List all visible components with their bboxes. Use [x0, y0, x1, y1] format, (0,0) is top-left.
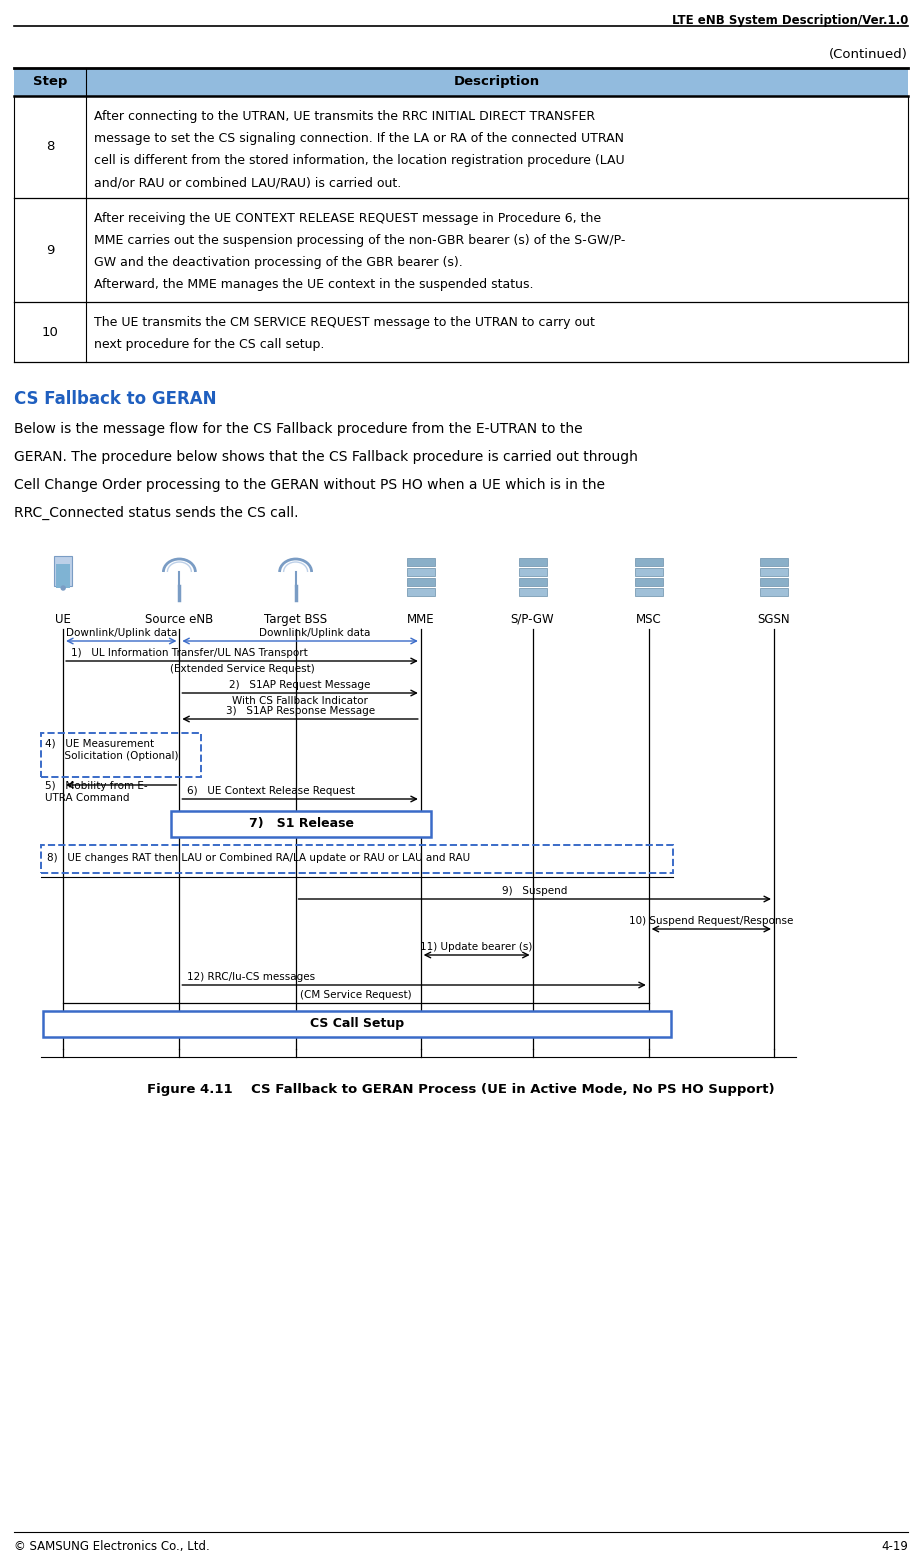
Bar	[518, 588, 547, 596]
Text: 7)   S1 Release: 7) S1 Release	[249, 817, 353, 830]
Text: 1)   UL Information Transfer/UL NAS Transport: 1) UL Information Transfer/UL NAS Transp…	[71, 648, 308, 658]
Text: GERAN. The procedure below shows that the CS Fallback procedure is carried out t: GERAN. The procedure below shows that th…	[14, 450, 638, 464]
Text: RRC_Connected status sends the CS call.: RRC_Connected status sends the CS call.	[14, 506, 299, 520]
Text: cell is different from the stored information, the location registration procedu: cell is different from the stored inform…	[94, 154, 624, 168]
Text: After receiving the UE CONTEXT RELEASE REQUEST message in Procedure 6, the: After receiving the UE CONTEXT RELEASE R…	[94, 212, 601, 225]
Bar	[171, 811, 431, 838]
Text: S/P-GW: S/P-GW	[511, 613, 554, 627]
Bar	[407, 558, 435, 566]
Text: Downlink/Uplink data: Downlink/Uplink data	[65, 628, 177, 637]
Text: (Extended Service Request): (Extended Service Request)	[170, 664, 314, 675]
Bar	[760, 558, 788, 566]
Bar	[43, 1011, 670, 1038]
Bar	[14, 68, 86, 96]
Text: (CM Service Request): (CM Service Request)	[301, 990, 412, 1000]
Text: and/or RAU or combined LAU/RAU) is carried out.: and/or RAU or combined LAU/RAU) is carri…	[94, 175, 401, 189]
Bar	[518, 558, 547, 566]
Text: MME: MME	[407, 613, 434, 627]
Circle shape	[61, 586, 65, 589]
Text: 8)   UE changes RAT then LAU or Combined RA/LA update or RAU or LAU and RAU: 8) UE changes RAT then LAU or Combined R…	[47, 853, 470, 862]
Bar	[634, 579, 663, 586]
Text: Step: Step	[33, 76, 67, 88]
Text: Afterward, the MME manages the UE context in the suspended status.: Afterward, the MME manages the UE contex…	[94, 278, 534, 292]
Text: 10: 10	[41, 326, 58, 338]
Text: message to set the CS signaling connection. If the LA or RA of the connected UTR: message to set the CS signaling connecti…	[94, 132, 624, 144]
Text: 9: 9	[46, 244, 54, 256]
Bar	[407, 588, 435, 596]
Bar	[634, 588, 663, 596]
Text: After connecting to the UTRAN, UE transmits the RRC INITIAL DIRECT TRANSFER: After connecting to the UTRAN, UE transm…	[94, 110, 595, 123]
Text: SGSN: SGSN	[758, 613, 790, 627]
Text: (Continued): (Continued)	[829, 48, 908, 60]
Text: 3)   S1AP Response Message: 3) S1AP Response Message	[226, 706, 374, 717]
Bar	[41, 734, 201, 777]
Text: With CS Fallback Indicator: With CS Fallback Indicator	[232, 696, 368, 706]
Bar	[518, 568, 547, 575]
Text: CS Fallback to GERAN: CS Fallback to GERAN	[14, 389, 217, 408]
Bar	[760, 579, 788, 586]
Text: GW and the deactivation processing of the GBR bearer (s).: GW and the deactivation processing of th…	[94, 256, 463, 268]
Bar	[54, 555, 72, 586]
Text: 6)   UE Context Release Request: 6) UE Context Release Request	[187, 786, 355, 796]
Text: 2)   S1AP Request Message: 2) S1AP Request Message	[230, 679, 371, 690]
Text: MSC: MSC	[636, 613, 662, 627]
Bar	[407, 568, 435, 575]
Text: 11) Update bearer (s): 11) Update bearer (s)	[420, 941, 533, 952]
Text: 8: 8	[46, 141, 54, 154]
Text: CS Call Setup: CS Call Setup	[310, 1017, 404, 1030]
Bar	[86, 68, 908, 96]
Text: Description: Description	[454, 76, 540, 88]
Bar	[634, 568, 663, 575]
Text: Cell Change Order processing to the GERAN without PS HO when a UE which is in th: Cell Change Order processing to the GERA…	[14, 478, 605, 492]
Text: Source eNB: Source eNB	[146, 613, 214, 627]
Text: 4)   UE Measurement
      Solicitation (Optional): 4) UE Measurement Solicitation (Optional…	[45, 738, 179, 760]
Text: Target BSS: Target BSS	[264, 613, 327, 627]
Text: 4-19: 4-19	[881, 1540, 908, 1551]
Text: 12) RRC/Iu-CS messages: 12) RRC/Iu-CS messages	[187, 972, 315, 982]
Text: next procedure for the CS call setup.: next procedure for the CS call setup.	[94, 338, 325, 351]
Text: MME carries out the suspension processing of the non-GBR bearer (s) of the S-GW/: MME carries out the suspension processin…	[94, 234, 625, 247]
Text: 9)   Suspend: 9) Suspend	[502, 886, 567, 896]
Text: The UE transmits the CM SERVICE REQUEST message to the UTRAN to carry out: The UE transmits the CM SERVICE REQUEST …	[94, 316, 595, 329]
Bar	[760, 568, 788, 575]
Text: Below is the message flow for the CS Fallback procedure from the E-UTRAN to the: Below is the message flow for the CS Fal…	[14, 422, 583, 436]
Text: LTE eNB System Description/Ver.1.0: LTE eNB System Description/Ver.1.0	[671, 14, 908, 26]
Bar	[760, 588, 788, 596]
Text: Figure 4.11    CS Fallback to GERAN Process (UE in Active Mode, No PS HO Support: Figure 4.11 CS Fallback to GERAN Process…	[148, 1083, 774, 1097]
Bar	[56, 565, 70, 588]
Bar	[41, 845, 673, 873]
Text: UE: UE	[55, 613, 71, 627]
Bar	[518, 579, 547, 586]
Bar	[634, 558, 663, 566]
Text: 5)   Mobility from E-
UTRA Command: 5) Mobility from E- UTRA Command	[45, 782, 148, 802]
Bar	[407, 579, 435, 586]
Text: © SAMSUNG Electronics Co., Ltd.: © SAMSUNG Electronics Co., Ltd.	[14, 1540, 209, 1551]
Text: 10) Suspend Request/Response: 10) Suspend Request/Response	[629, 917, 794, 926]
Text: Downlink/Uplink data: Downlink/Uplink data	[259, 628, 371, 637]
